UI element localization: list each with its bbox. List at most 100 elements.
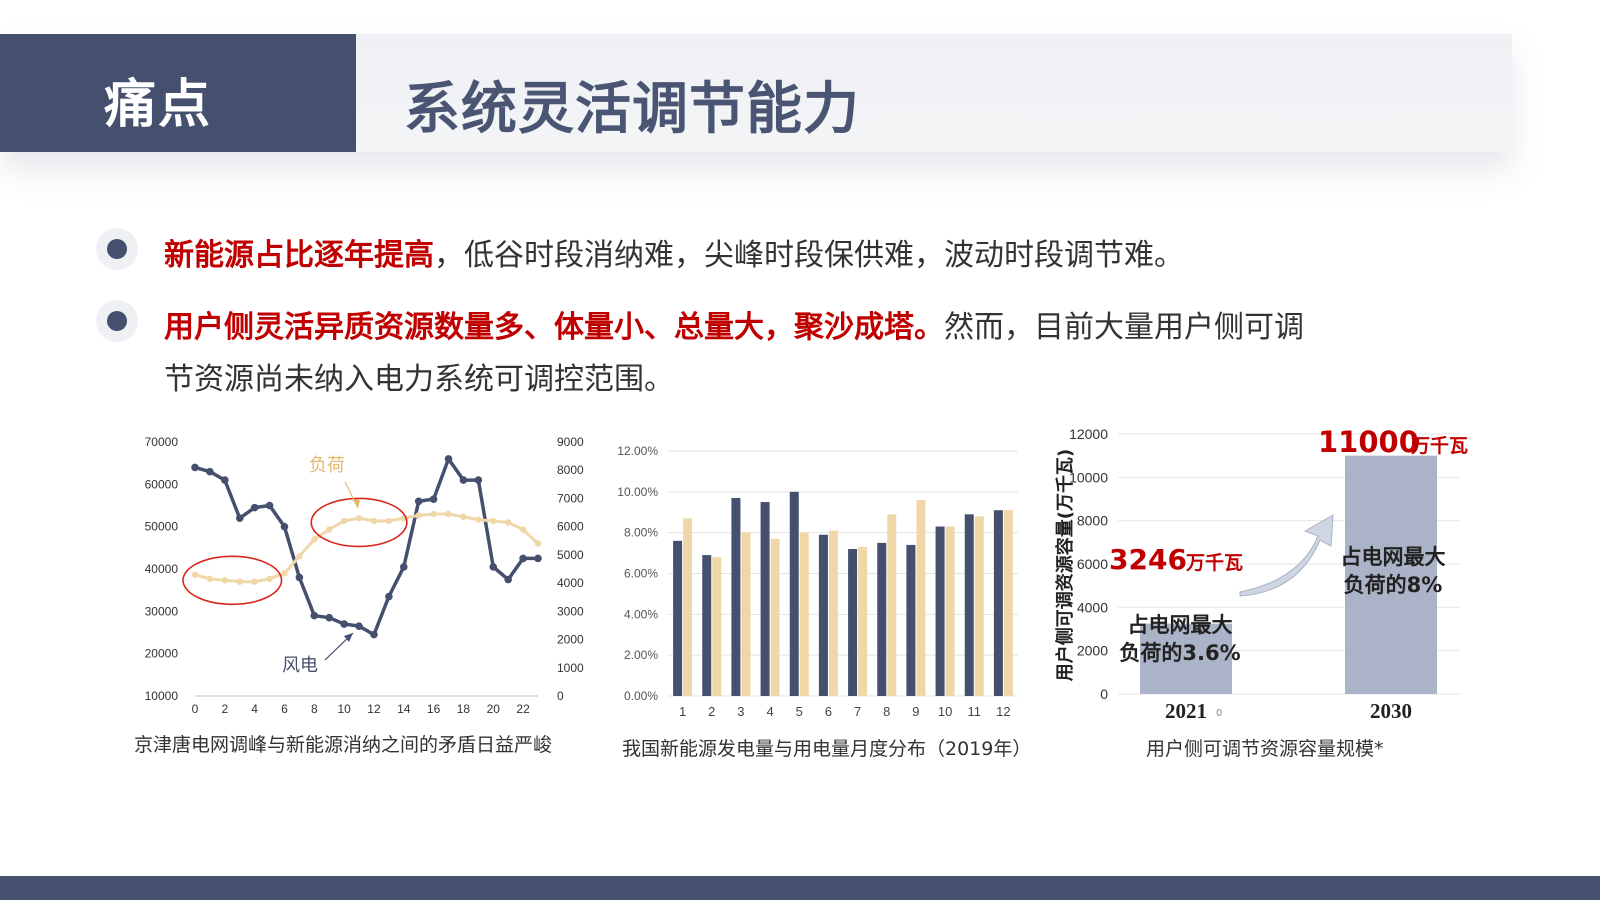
chart1-x-tick: 18 — [457, 702, 471, 716]
chart2-bar — [916, 500, 926, 696]
chart1-right-tick: 6000 — [557, 520, 584, 534]
chart2-x-tick: 6 — [825, 704, 832, 719]
chart2-x-tick: 5 — [796, 704, 803, 719]
chart3-value-2021: 3246 — [1109, 543, 1187, 576]
chart1-point — [474, 476, 483, 484]
chart2-bar — [770, 538, 780, 696]
chart2-bar — [818, 534, 828, 696]
chart2-bar — [877, 542, 887, 696]
chart1-point — [504, 575, 512, 584]
chart1-right-tick: 8000 — [557, 463, 584, 477]
chart1-point — [355, 622, 363, 630]
chart2-y-tick: 6.00% — [624, 567, 658, 581]
chart2-bar — [906, 544, 916, 696]
chart2-y-tick: 10.00% — [617, 485, 658, 499]
chart2-bar — [702, 555, 712, 696]
chart1-point — [206, 575, 214, 583]
chart1-point — [415, 512, 422, 519]
chart2-y-tick: 12.00% — [617, 444, 658, 458]
chart1-caption: 京津唐电网调峰与新能源消纳之间的矛盾日益严峻 — [134, 734, 553, 756]
chart1-right-tick: 5000 — [557, 548, 584, 562]
chart2-bar — [887, 514, 897, 696]
chart1-point — [280, 522, 289, 531]
chart3-unit-2021: 万千瓦 — [1185, 552, 1243, 574]
chart1-point — [445, 510, 452, 518]
chart2-bar — [760, 502, 770, 696]
bullet-dot-icon — [96, 228, 138, 270]
chart1-point — [504, 519, 512, 526]
chart1-right-tick: 4000 — [557, 576, 584, 590]
chart1-point — [236, 578, 243, 585]
chart1-point — [221, 476, 229, 484]
chart2-bar — [993, 510, 1003, 696]
chart1-highlight-ellipse — [182, 555, 283, 606]
chart1-point — [460, 513, 467, 520]
chart3-y-tick: 10000 — [1069, 469, 1108, 485]
chart1-x-tick: 0 — [192, 702, 199, 716]
chart1-load-label: 负荷 — [309, 455, 345, 476]
section-tag-box — [0, 34, 356, 152]
chart1-x-tick: 2 — [221, 702, 228, 716]
chart1-load-arrowhead — [352, 499, 360, 508]
chart2-x-tick: 3 — [737, 704, 744, 719]
chart1-point — [355, 515, 363, 522]
chart3-caption: 用户侧可调节资源容量规模* — [1146, 738, 1384, 760]
chart1-point — [430, 510, 437, 518]
chart3-note2-2030: 负荷的8% — [1344, 573, 1443, 597]
chart1-right-tick: 7000 — [557, 491, 584, 505]
chart3-y-tick: 12000 — [1069, 426, 1108, 442]
bullet-dot-icon — [96, 300, 138, 342]
chart2-x-tick: 1 — [679, 704, 686, 719]
chart1-x-tick: 14 — [397, 702, 411, 716]
section-tag: 痛点 — [104, 75, 213, 135]
chart2-x-tick: 4 — [766, 704, 773, 719]
chart1-point — [295, 573, 304, 582]
chart1-point — [296, 553, 303, 560]
chart2-y-tick: 4.00% — [624, 607, 658, 621]
chart2-y-tick: 8.00% — [624, 526, 658, 540]
chart3-note1-2021: 占电网最大 — [1128, 613, 1233, 637]
chart2-bar — [1003, 510, 1013, 696]
chart1-point — [399, 563, 408, 571]
chart1-point — [459, 476, 468, 484]
chart2-bar — [935, 526, 945, 696]
chart1-point — [414, 497, 423, 506]
bullet-1: 新能源占比逐年提高，低谷时段消纳难，尖峰时段保供难，波动时段调节难。 — [164, 230, 1184, 274]
chart1-point — [489, 563, 498, 571]
chart3-note1-2030: 占电网最大 — [1341, 545, 1446, 569]
chart2-y-tick: 0.00% — [624, 689, 658, 703]
chart1-point — [326, 526, 333, 533]
chart1-point — [221, 577, 229, 584]
chart1-right-tick: 0 — [557, 689, 564, 703]
chart1-right-tick: 1000 — [557, 661, 584, 675]
page-title: 系统灵活调节能力 — [404, 77, 860, 142]
chart3-unit-2030: 万千瓦 — [1410, 435, 1468, 457]
chart1-point — [490, 517, 497, 525]
bullet-1-highlight: 新能源占比逐年提高 — [164, 238, 434, 273]
chart1-wind-arrowhead — [344, 633, 353, 642]
chart1-left-tick: 40000 — [145, 562, 179, 576]
chart3-y-tick: 4000 — [1077, 599, 1108, 615]
chart1-point — [340, 517, 348, 525]
chart3-x-tick: 2030 — [1370, 699, 1412, 723]
chart2-bar — [789, 491, 799, 696]
chart1-left-tick: 60000 — [145, 477, 179, 491]
chart2-bar — [799, 532, 809, 696]
chart2-x-tick: 8 — [883, 704, 890, 719]
chart1-x-tick: 10 — [337, 702, 351, 716]
chart1-point — [266, 575, 273, 583]
chart1-left-tick: 20000 — [145, 647, 179, 661]
chart3-stray-text: 0 — [1216, 708, 1222, 719]
chart1-point — [444, 455, 453, 463]
chart2-y-tick: 2.00% — [624, 648, 658, 662]
chart1-point — [370, 517, 378, 525]
chart1-x-tick: 22 — [516, 702, 530, 716]
chart2-bar — [683, 518, 693, 696]
footer-bar — [0, 876, 1600, 900]
chart3-value-2030: 11000 — [1318, 425, 1419, 459]
chart2-bar — [712, 557, 722, 696]
bullet-2-text: 然而，目前大量用户侧可调 — [944, 310, 1304, 345]
chart1-highlight-ellipse — [310, 497, 408, 548]
